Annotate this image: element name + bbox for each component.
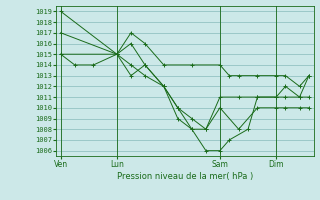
X-axis label: Pression niveau de la mer( hPa ): Pression niveau de la mer( hPa ) [117, 172, 253, 181]
